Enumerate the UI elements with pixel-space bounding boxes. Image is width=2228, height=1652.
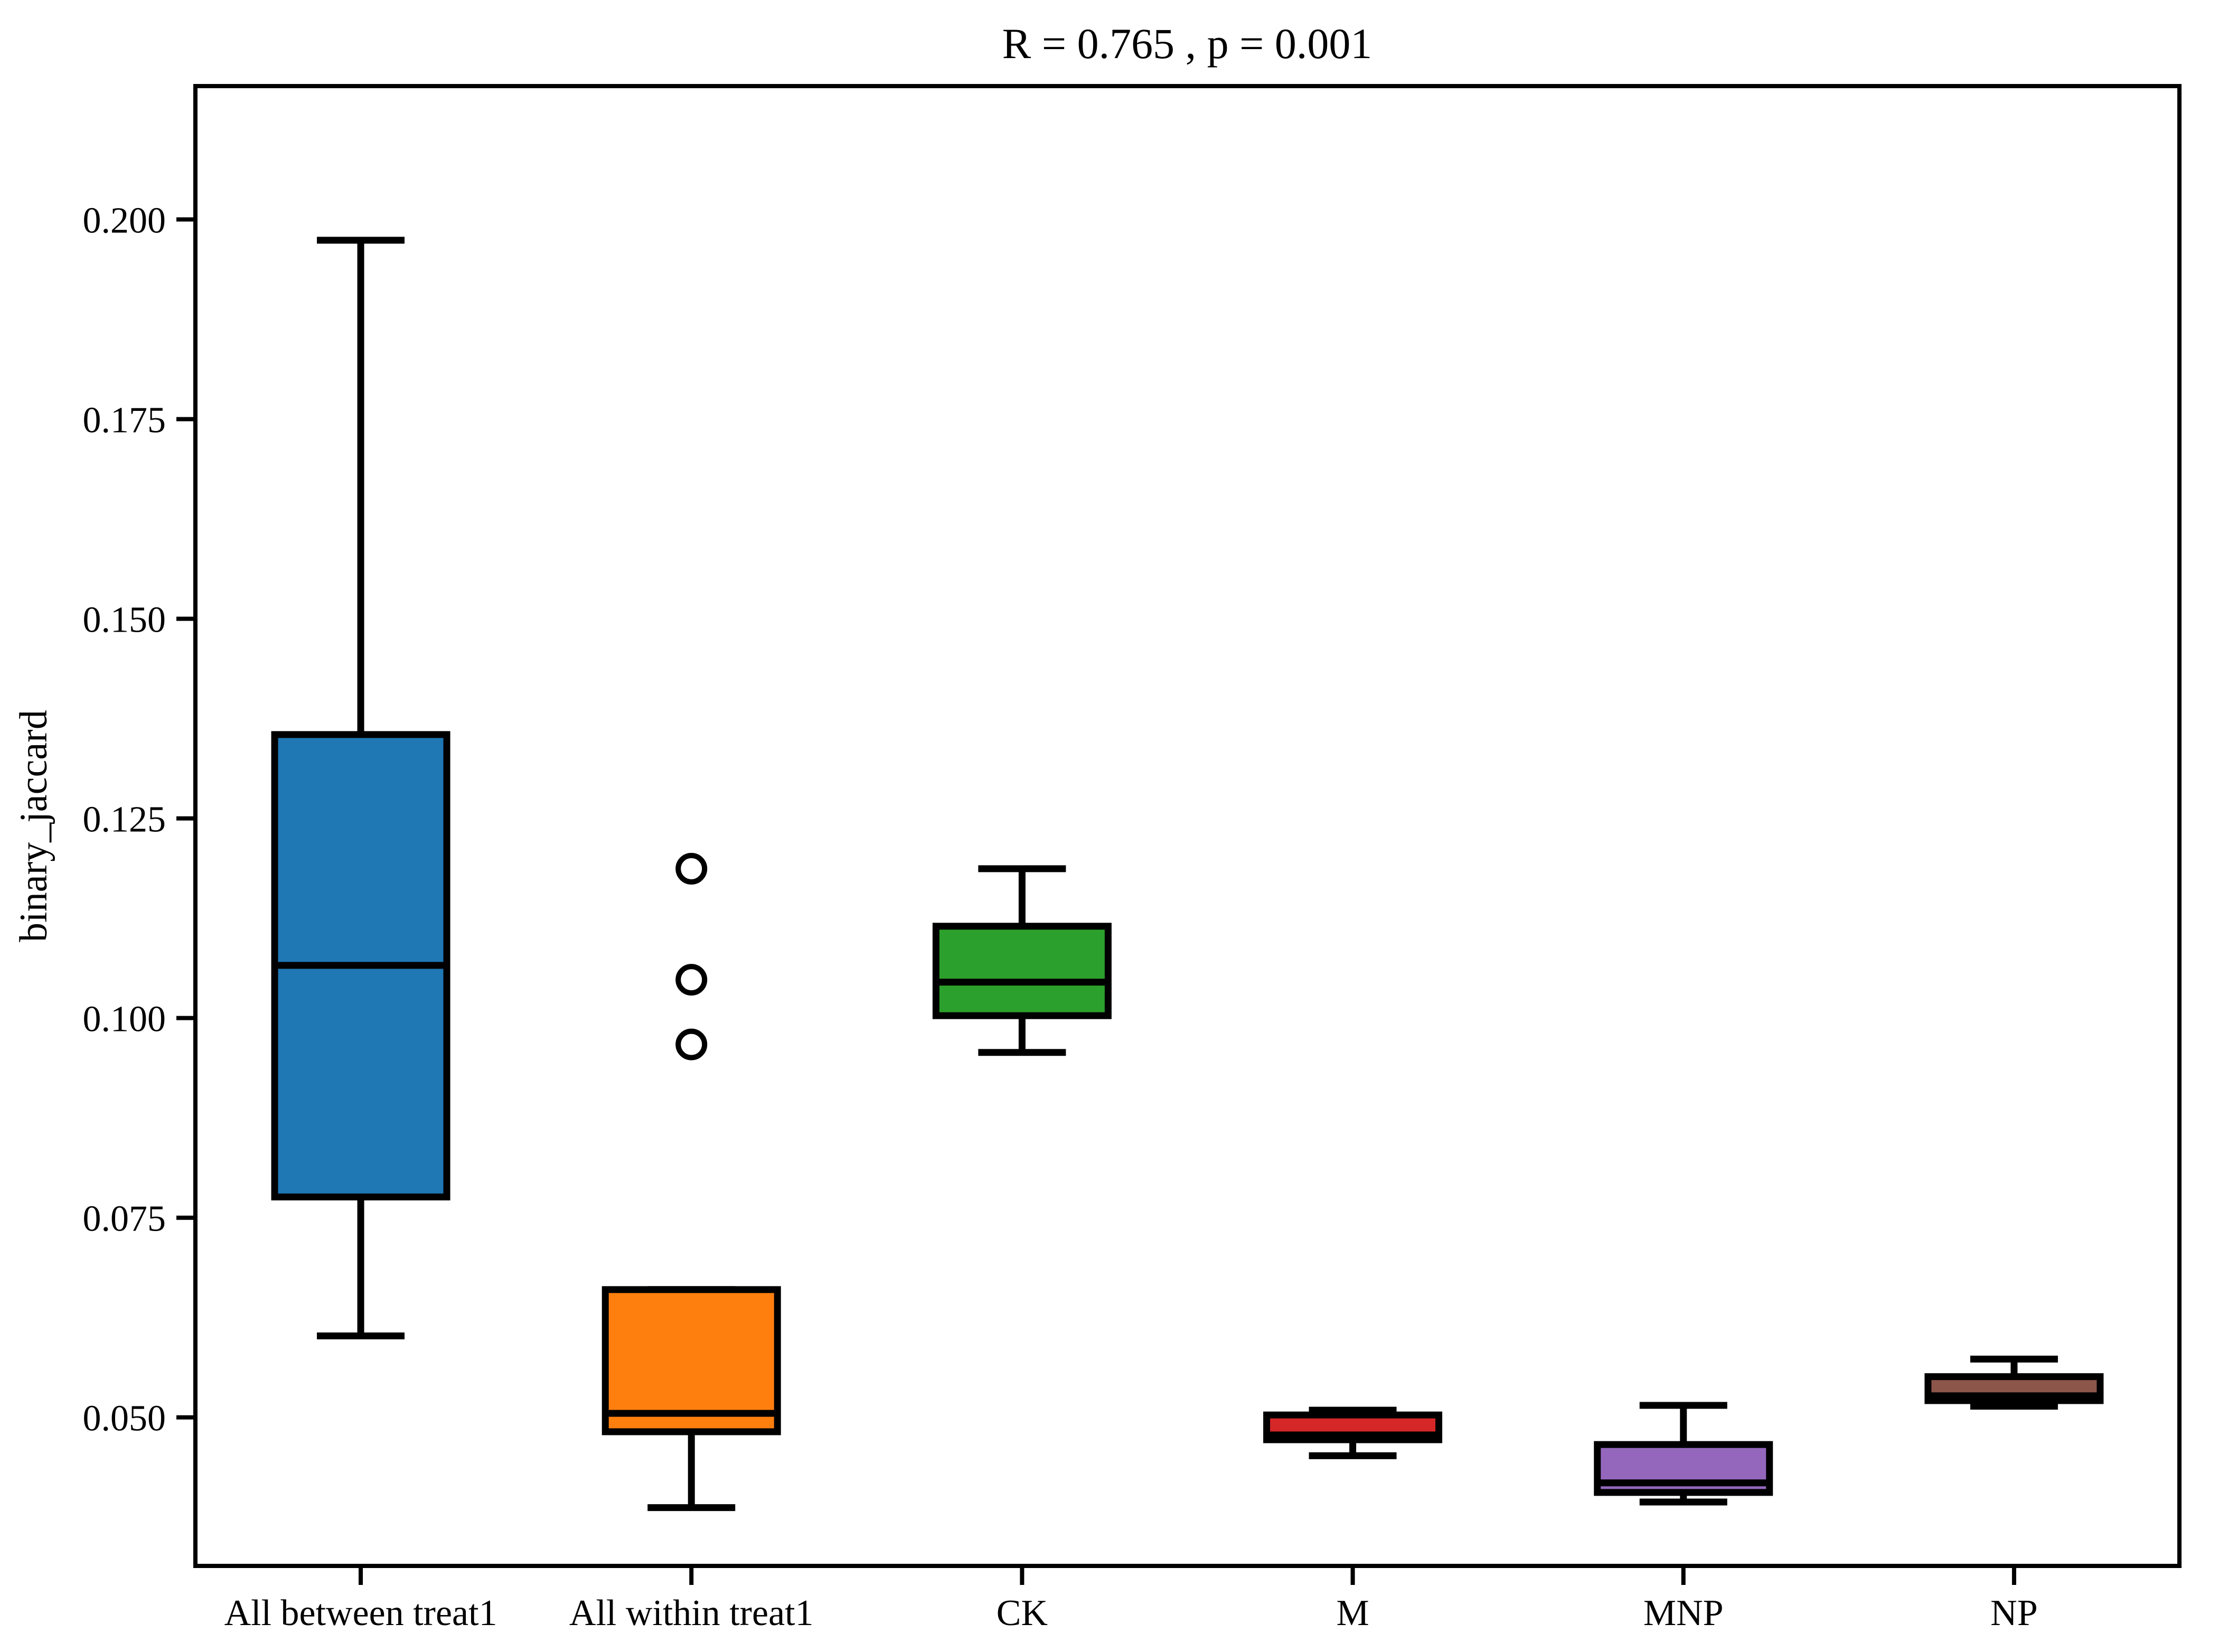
x-tick-label: All between treat1 — [224, 1593, 497, 1634]
x-tick-label: All within treat1 — [569, 1593, 814, 1634]
outlier-point — [675, 964, 708, 996]
x-tick-label: MNP — [1643, 1593, 1724, 1634]
outlier-point — [675, 1028, 708, 1060]
box — [601, 1286, 781, 1435]
outlier-point — [675, 852, 708, 885]
plot-border — [193, 84, 2182, 1568]
y-tick-label: 0.075 — [83, 1199, 166, 1240]
chart-title: R = 0.765 , p = 0.001 — [1002, 20, 1372, 68]
x-tick-label: M — [1336, 1593, 1369, 1634]
y-tick-label: 0.175 — [83, 400, 166, 441]
plot-area: 0.050 0.075 0.100 0.125 0.150 0.175 0.200 All b… — [83, 84, 2182, 1634]
y-tick-label: 0.125 — [83, 800, 166, 840]
y-tick-label: 0.050 — [83, 1398, 166, 1439]
y-tick-label: 0.150 — [83, 600, 166, 641]
x-tick-label: CK — [997, 1593, 1048, 1634]
y-tick-label: 0.100 — [83, 999, 166, 1040]
y-axis-label: binary_jaccard — [12, 710, 55, 942]
y-tick-label: 0.200 — [83, 201, 166, 241]
x-tick-label: NP — [1990, 1593, 2037, 1634]
box — [932, 923, 1112, 1019]
